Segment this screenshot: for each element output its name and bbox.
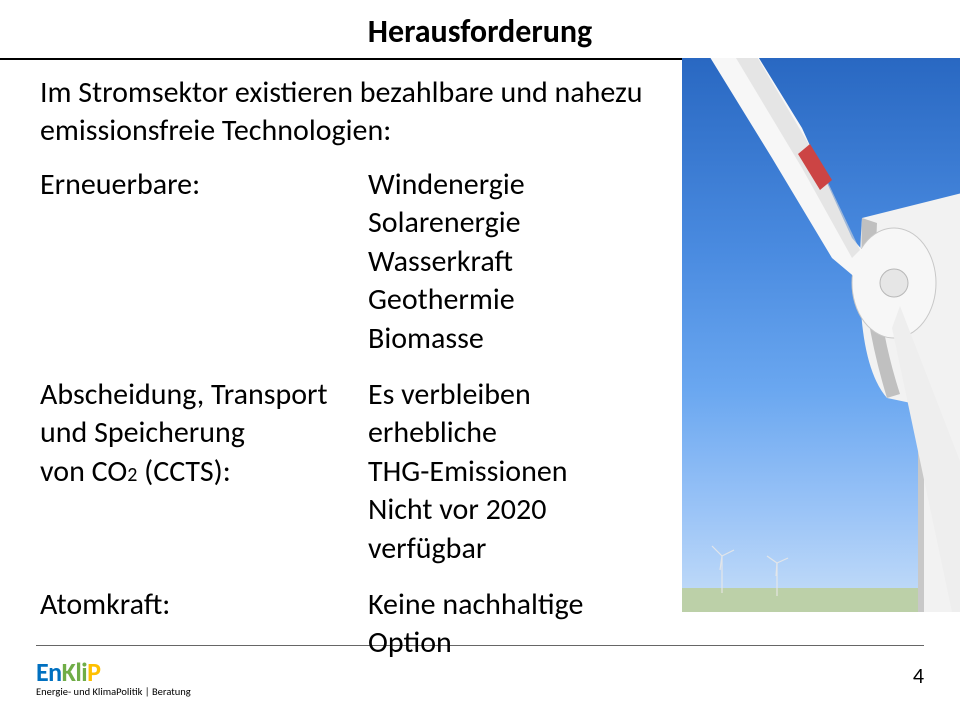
row-values-ccts: Es verbleiben erhebliche THG-Emissionen … bbox=[368, 376, 650, 568]
value-item: Windenergie bbox=[368, 166, 650, 204]
value-item: Solarenergie bbox=[368, 204, 650, 242]
value-item: Wasserkraft bbox=[368, 243, 650, 281]
value-item: Nicht vor 2020 verfügbar bbox=[368, 491, 650, 568]
value-item: THG-Emissionen bbox=[368, 453, 650, 491]
row-label-ccts: Abscheidung, Transport und Speicherung v… bbox=[40, 376, 368, 568]
logo-part-en: En bbox=[36, 656, 62, 688]
row-values-erneuerbare: Windenergie Solarenergie Wasserkraft Geo… bbox=[368, 166, 650, 358]
table-row: Erneuerbare: Windenergie Solarenergie Wa… bbox=[40, 166, 650, 358]
table-row: Abscheidung, Transport und Speicherung v… bbox=[40, 376, 650, 568]
slide-title: Herausforderung bbox=[0, 12, 960, 51]
label-line: Abscheidung, Transport bbox=[40, 376, 360, 414]
wind-turbine-image bbox=[682, 58, 960, 612]
intro-text: Im Stromsektor existieren bezahlbare und… bbox=[40, 74, 650, 149]
footer: EnKliP Energie- und KlimaPolitik | Berat… bbox=[0, 645, 960, 705]
footer-rule bbox=[36, 645, 924, 646]
value-item: Geothermie bbox=[368, 281, 650, 319]
value-item: Biomasse bbox=[368, 320, 650, 358]
label-line: von CO2 (CCTS): bbox=[40, 453, 360, 491]
wind-turbine-svg bbox=[682, 58, 960, 612]
logo: EnKliP Energie- und KlimaPolitik | Berat… bbox=[36, 659, 191, 698]
logo-part-p: P bbox=[87, 656, 100, 688]
content-table: Erneuerbare: Windenergie Solarenergie Wa… bbox=[40, 166, 650, 663]
value-item: Es verbleiben erhebliche bbox=[368, 376, 650, 453]
row-label-erneuerbare: Erneuerbare: bbox=[40, 166, 368, 358]
logo-part-kli: Kli bbox=[62, 656, 88, 688]
page-number: 4 bbox=[913, 662, 924, 689]
logo-wordmark: EnKliP bbox=[36, 659, 191, 685]
logo-subtitle: Energie- und KlimaPolitik | Beratung bbox=[36, 687, 191, 698]
label-line: und Speicherung bbox=[40, 414, 360, 452]
